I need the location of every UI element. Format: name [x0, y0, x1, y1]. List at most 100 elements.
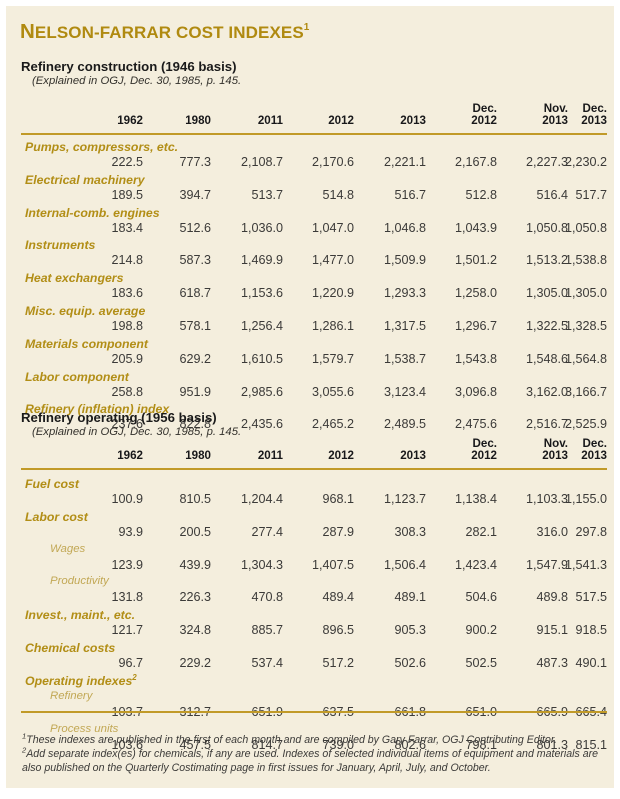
table-cell-value: 502.5	[465, 656, 497, 670]
row-label-text: Operating indexes	[25, 673, 133, 688]
row-label: Materials component	[25, 337, 148, 351]
table-cell-value: 1,155.0	[564, 492, 607, 506]
table-cell-value: 1,610.5	[240, 351, 283, 366]
table-cell-value: 1,538.7	[383, 351, 426, 366]
column-header-6: Dec. 2012	[407, 102, 497, 128]
table-cell-value: 918.5	[575, 623, 607, 638]
row-label-text: Pumps, compressors, etc.	[25, 140, 179, 154]
table-cell-value: 815.1	[575, 737, 607, 752]
table-cell-value: 798.1	[465, 737, 497, 752]
row-label-text: Process units	[50, 722, 119, 735]
row-label-text: Internal-comb. engines	[25, 205, 160, 220]
table-cell-value: 739.0	[322, 737, 354, 752]
table-cell-value: 578.1	[179, 319, 211, 333]
table-cell-value: 198.8	[111, 319, 143, 333]
table-cell-value: 1,423.4	[454, 557, 497, 572]
table-cell-value: 885.7	[251, 623, 283, 638]
column-header-year: 2012	[328, 114, 354, 128]
row-label: Misc. equip. average	[25, 304, 145, 318]
table-cell-value: 308.3	[394, 524, 426, 539]
table-cell-value: 183.6	[111, 286, 143, 301]
table-cell-value: 2,475.6	[454, 417, 497, 432]
row-label-text: Productivity	[50, 575, 109, 588]
footnote-2-text-line2: also published on the Quarterly Costimat…	[22, 762, 491, 775]
column-header-3: 2011	[193, 103, 283, 128]
column-header-year: 1962	[117, 114, 143, 128]
table-cell-value: 1,036.0	[240, 220, 283, 235]
table-cell-value: 439.9	[179, 557, 211, 572]
table-cell-value: 1,305.0	[564, 286, 607, 301]
table-cell-value: 1,579.7	[311, 351, 354, 366]
table-cell-value: 1,046.8	[383, 220, 426, 235]
table-cell-value: 2,985.6	[240, 384, 283, 399]
column-header-year: 2012	[471, 449, 497, 463]
table-cell-value: 512.8	[465, 187, 497, 202]
row-label-text: Fuel cost	[25, 477, 79, 491]
row-label: Invest., maint., etc.	[25, 608, 135, 622]
table-cell-value: 896.5	[322, 623, 354, 638]
row-label: Pumps, compressors, etc.	[25, 140, 178, 154]
table-cell-value: 2,465.2	[311, 417, 354, 432]
table-cell-value: 2,230.2	[564, 155, 607, 169]
table-cell-value: 1,322.5	[525, 319, 568, 333]
column-header-month: Dec.	[472, 437, 498, 450]
column-header-month: Nov.	[543, 437, 568, 450]
column-header-year: 2013	[581, 114, 607, 128]
row-label-text: Refinery	[50, 689, 93, 702]
table-cell-value: 537.4	[251, 656, 283, 670]
footnote-2-marker: 2	[22, 745, 27, 755]
table-cell-value: 490.1	[575, 656, 607, 670]
table-cell-value: 1,547.9	[525, 557, 568, 572]
table-cell-value: 287.9	[322, 524, 354, 539]
table-cell-value: 489.4	[322, 590, 354, 605]
table-bottom-rule	[21, 711, 607, 713]
table-cell-value: 3,166.7	[564, 384, 607, 399]
table-cell-value: 1,296.7	[454, 319, 497, 333]
table-cell-value: 968.1	[322, 492, 354, 506]
table-cell-value: 96.7	[118, 656, 143, 670]
page-title-footnote-marker: 1	[303, 22, 310, 34]
table-cell-value: 915.1	[536, 623, 568, 638]
table-cell-value: 1,138.4	[454, 492, 497, 506]
table-cell-value: 2,108.7	[240, 155, 283, 169]
row-label-text: Invest., maint., etc.	[25, 608, 136, 623]
table-cell-value: 394.7	[179, 187, 211, 202]
table-cell-value: 1,469.9	[240, 253, 283, 268]
table-cell-value: 512.6	[179, 220, 211, 235]
table-cell-value: 131.8	[111, 590, 143, 605]
column-header-6: Dec. 2012	[407, 437, 498, 463]
table-cell-value: 814.7	[251, 737, 283, 752]
row-label-footnote-marker: 2	[132, 672, 137, 682]
table-cell-value: 1,477.0	[311, 253, 354, 268]
table-cell-value: 587.3	[179, 253, 211, 268]
column-header-year: 2013	[400, 449, 426, 463]
column-header-year: 2012	[328, 449, 354, 463]
table-cell-value: 489.8	[536, 590, 568, 605]
table-cell-value: 3,123.4	[383, 384, 426, 399]
row-label: Internal-comb. engines	[25, 206, 160, 220]
row-label: Wages	[50, 543, 85, 555]
table-cell-value: 1,043.9	[454, 220, 497, 235]
table-cell-value: 822.8	[179, 417, 211, 432]
table-cell-value: 189.5	[111, 187, 143, 202]
footnotes: 1These indexes are published in the firs…	[22, 732, 610, 776]
table-cell-value: 222.5	[111, 155, 143, 169]
table-cell-value: 2,489.5	[383, 417, 426, 432]
table-cell-value: 1,286.1	[311, 319, 354, 333]
table-cell-value: 1,305.0	[525, 286, 568, 301]
table-cell-value: 1,047.0	[311, 220, 354, 235]
column-header-8: Dec. 2013	[517, 437, 607, 463]
table-cell-value: 1,538.8	[564, 253, 607, 268]
column-header-7: Nov. 2013	[478, 102, 568, 128]
row-label: Refinery (inflation) index	[25, 402, 169, 416]
footnote-1: 1These indexes are published in the firs…	[22, 732, 610, 747]
table-cell-value: 103.6	[111, 737, 143, 752]
row-label-text: Electrical machinery	[25, 172, 145, 187]
section2-subtitle: (Explained in OGJ, Dec. 30, 1985, p. 145…	[32, 426, 242, 438]
table-cell-value: 517.7	[575, 187, 607, 202]
footnote-1-text: These indexes are published in the first…	[26, 734, 557, 746]
column-header-year: 1980	[185, 449, 211, 463]
row-label-text: Labor cost	[25, 509, 88, 524]
column-header-month: Dec.	[582, 102, 608, 115]
column-header-7: Nov. 2013	[478, 437, 568, 463]
